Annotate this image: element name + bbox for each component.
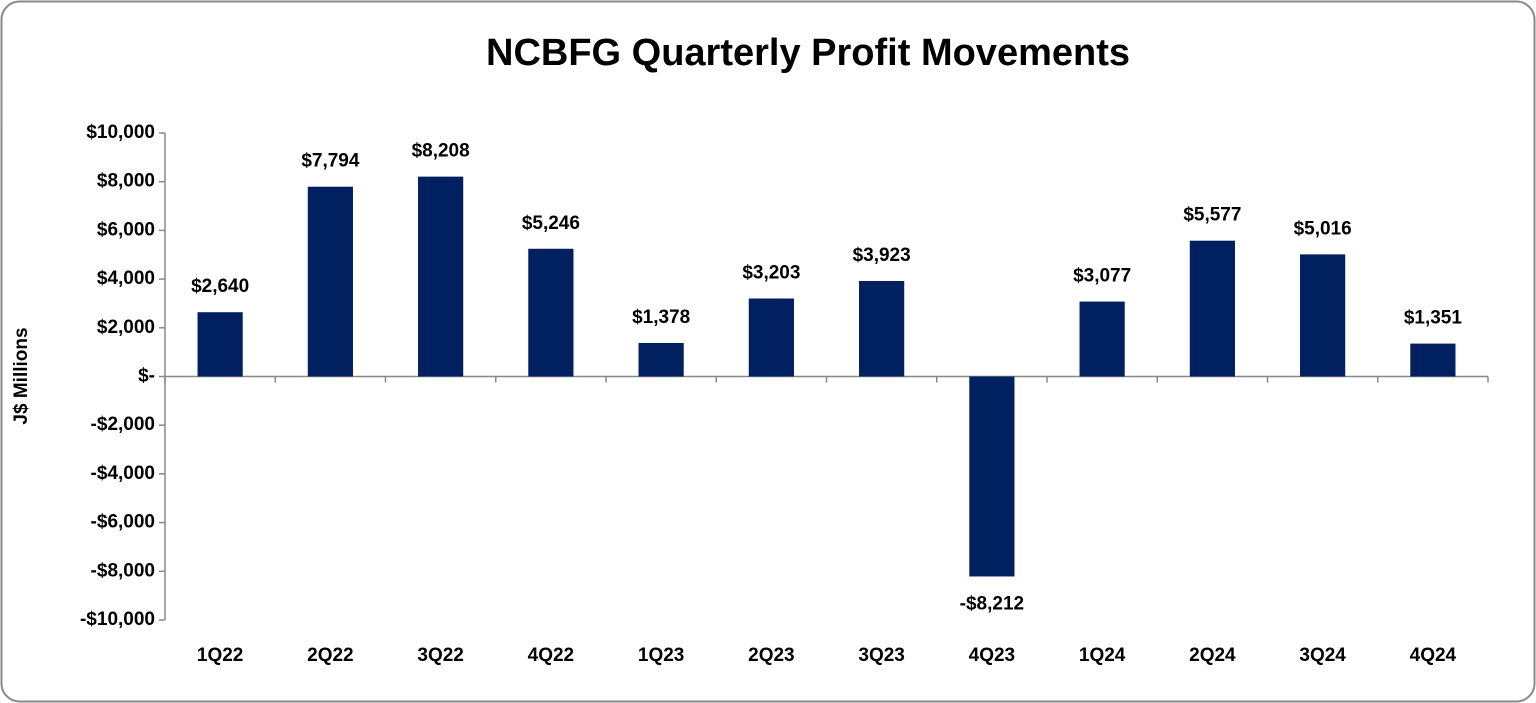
x-tick-label: 1Q22 [197, 645, 243, 666]
value-label: $1,378 [632, 307, 690, 328]
x-tick-label: 1Q24 [1079, 645, 1126, 666]
y-tick-label: $- [138, 366, 155, 387]
bar [1079, 301, 1125, 377]
bar [1410, 343, 1456, 377]
x-tick-label: 2Q23 [748, 645, 794, 666]
x-tick-label: 2Q24 [1189, 645, 1236, 666]
y-tick-label: -$2,000 [91, 414, 155, 435]
value-label: -$8,212 [960, 593, 1024, 614]
y-axis-title: J$ Millions [11, 327, 32, 424]
bar [307, 186, 353, 377]
y-tick-label: -$8,000 [91, 560, 155, 581]
x-tick-label: 2Q22 [307, 645, 353, 666]
value-label: $2,640 [191, 276, 249, 297]
y-tick-label: -$4,000 [91, 463, 155, 484]
y-tick-label: $8,000 [97, 171, 155, 192]
x-tick-label: 1Q23 [638, 645, 684, 666]
bar [748, 298, 794, 377]
x-tick-label: 4Q23 [969, 645, 1015, 666]
y-tick-label: $4,000 [97, 268, 155, 289]
bar [638, 342, 684, 377]
y-tick-label: $6,000 [97, 219, 155, 240]
value-label: $3,077 [1073, 266, 1131, 287]
value-label: $8,208 [412, 141, 470, 162]
y-tick-label: $10,000 [86, 122, 155, 143]
x-tick-label: 4Q22 [528, 645, 574, 666]
value-label: $3,923 [853, 245, 911, 266]
x-tick-label: 3Q24 [1299, 645, 1346, 666]
y-tick-label: $2,000 [97, 317, 155, 338]
y-tick-label: -$10,000 [80, 609, 155, 630]
value-label: $3,203 [742, 263, 800, 284]
value-label: $1,351 [1404, 308, 1463, 329]
value-label: $5,577 [1183, 205, 1241, 226]
value-label: $5,016 [1294, 218, 1352, 239]
bar [528, 248, 574, 377]
value-label: $7,794 [301, 151, 360, 172]
bar [418, 176, 464, 377]
bar [859, 280, 905, 377]
chart-title: NCBFG Quarterly Profit Movements [486, 32, 1130, 74]
value-label: $5,246 [522, 213, 580, 234]
bar [197, 312, 243, 377]
y-tick-label: -$6,000 [91, 512, 155, 533]
x-tick-label: 3Q22 [417, 645, 463, 666]
bar [1300, 254, 1346, 377]
x-tick-label: 4Q24 [1410, 645, 1457, 666]
bar [969, 376, 1015, 577]
bar [1189, 240, 1235, 377]
x-tick-label: 3Q23 [858, 645, 904, 666]
